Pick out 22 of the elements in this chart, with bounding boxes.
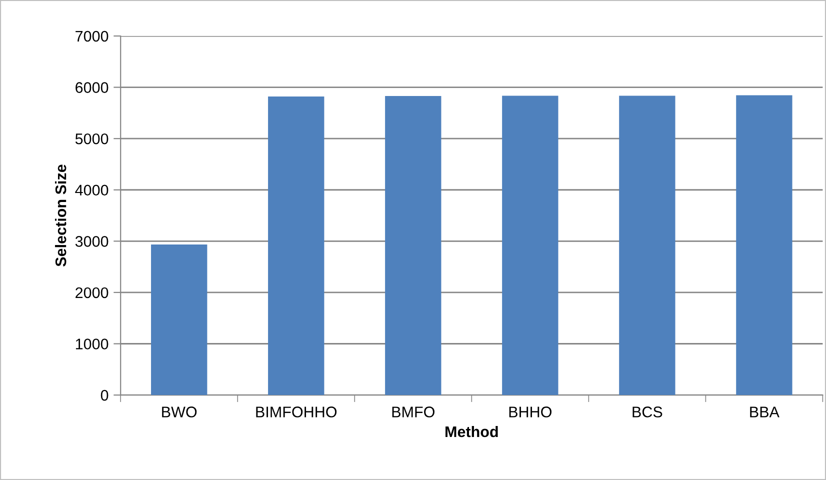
bar	[736, 95, 792, 396]
bar	[385, 96, 442, 396]
x-tick-label: BWO	[162, 406, 197, 418]
y-tick-label: 4000	[75, 184, 108, 196]
x-tick-label: BCS	[632, 406, 662, 418]
x-tick-label: BHHO	[509, 406, 552, 418]
bar	[619, 96, 676, 396]
x-axis-title: Method	[446, 426, 498, 438]
y-tick-label: 0	[100, 390, 108, 401]
y-tick-label: 2000	[76, 287, 108, 298]
y-tick-label: 7000	[76, 30, 108, 42]
y-tick-label: 3000	[75, 236, 108, 247]
x-tick-label: BIMFOHHO	[256, 406, 337, 418]
y-axis-title: Selection Size	[55, 164, 66, 266]
bar	[268, 96, 324, 396]
y-tick-label: 6000	[76, 82, 108, 93]
y-tick-label: 5000	[75, 133, 108, 144]
y-tick-label: 1000	[76, 338, 108, 350]
bar	[502, 96, 558, 396]
x-tick-label: BMFO	[392, 406, 434, 418]
x-tick-label: BBA	[750, 406, 780, 418]
bar	[151, 244, 208, 396]
